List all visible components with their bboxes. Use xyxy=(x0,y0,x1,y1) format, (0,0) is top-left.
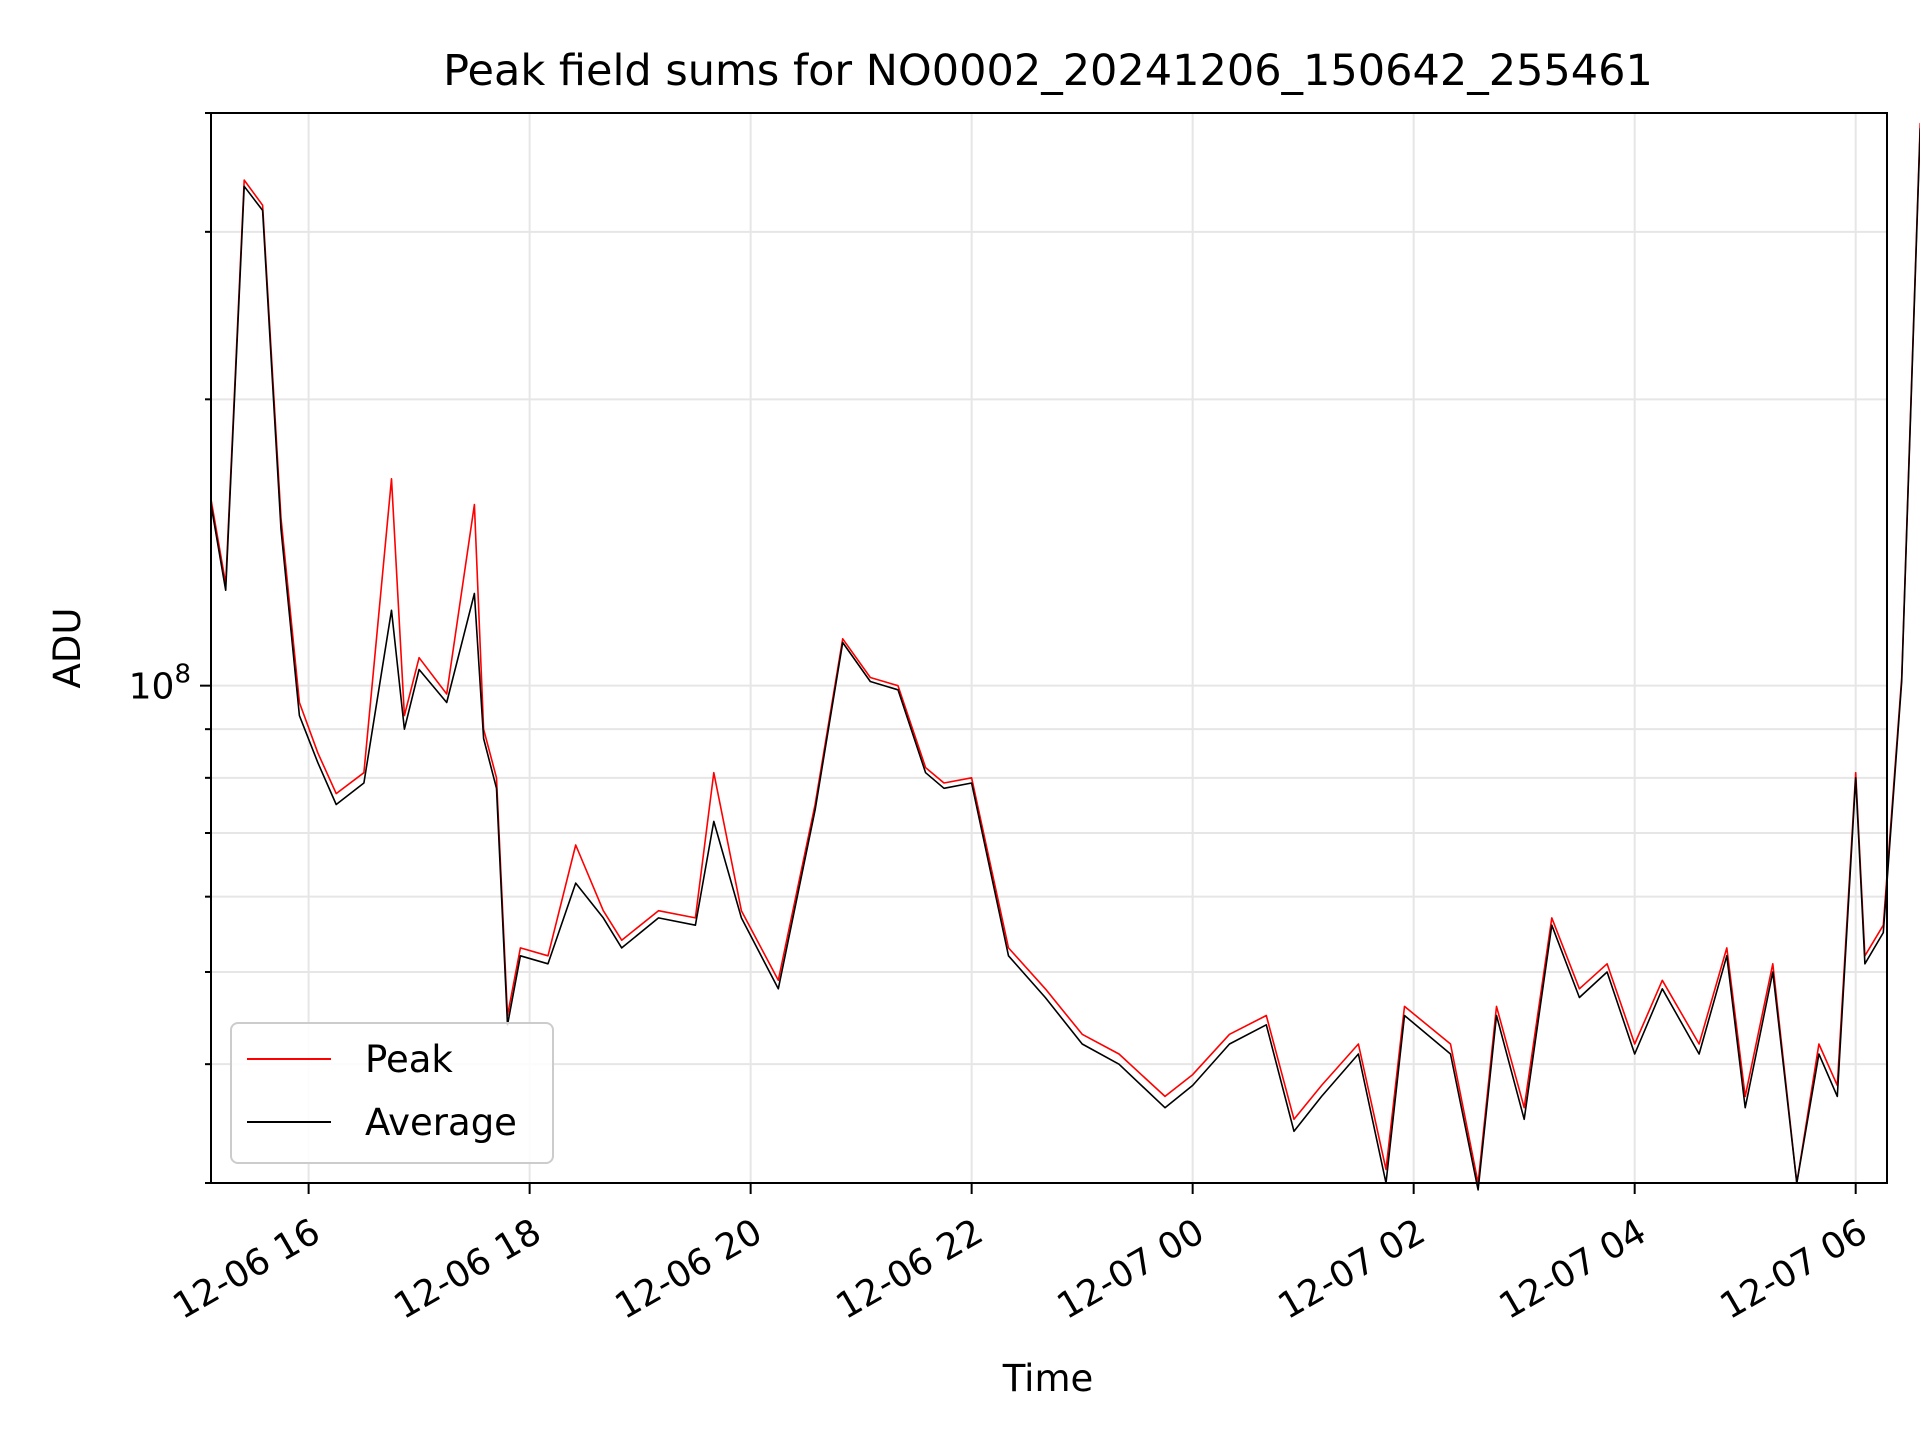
series-line-average xyxy=(210,128,1920,1191)
plot-series xyxy=(210,122,1920,1191)
x-axis-label: Time xyxy=(1002,1357,1094,1400)
chart-title: Peak field sums for NO0002_20241206_1506… xyxy=(443,46,1653,96)
plot-frame xyxy=(210,112,1888,1184)
y-tick-label: 108 xyxy=(129,660,191,708)
series-line-peak xyxy=(210,122,1920,1184)
legend-peak-label: Peak xyxy=(365,1038,453,1081)
legend: Peak Average xyxy=(230,1022,554,1164)
y-axis-ticks: 108 xyxy=(129,112,211,1184)
legend-average-label: Average xyxy=(365,1101,517,1144)
y-axis-label: ADU xyxy=(46,608,89,689)
